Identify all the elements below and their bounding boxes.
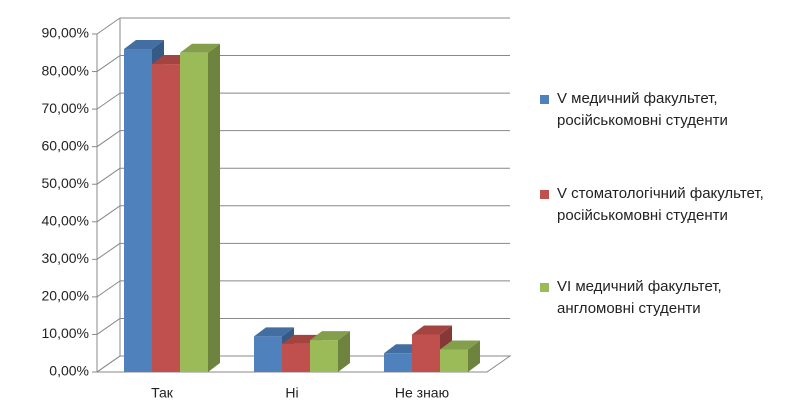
y-tick-label: 50,00%: [42, 175, 89, 191]
bar-top: [310, 331, 350, 341]
grid-line: [96, 167, 121, 185]
bar-side: [208, 43, 220, 373]
bar-front: [254, 336, 282, 372]
legend-item: VI медичний факультет, англомовні студен…: [540, 276, 785, 320]
y-tick-label: 0,00%: [49, 363, 89, 379]
bar-front: [412, 334, 440, 372]
bar-front: [282, 343, 310, 372]
bar-front: [384, 353, 412, 372]
bar: [440, 340, 480, 372]
grid-line: [96, 92, 121, 110]
grid-line: [96, 17, 121, 35]
legend-label: VI медичний факультет, англомовні студен…: [557, 278, 722, 317]
y-tick-label: 90,00%: [42, 25, 89, 41]
legend-item: V медичний факультет, російськомовні сту…: [540, 88, 785, 132]
x-tick-label: Так: [151, 385, 174, 401]
bar-top: [254, 327, 294, 337]
y-tick-label: 70,00%: [42, 100, 89, 116]
bar-front: [310, 340, 338, 372]
legend-swatch: [540, 95, 549, 104]
bar-front: [440, 349, 468, 372]
bar-top: [440, 340, 480, 350]
bar: [310, 331, 350, 372]
grid-line: [96, 130, 121, 148]
y-tick-label: 20,00%: [42, 288, 89, 304]
x-tick-label: Ні: [285, 385, 298, 401]
bar-top: [124, 40, 164, 50]
bar-front: [152, 64, 180, 373]
bar-side: [468, 340, 480, 372]
bar-front: [124, 49, 152, 373]
bar-top: [180, 43, 220, 53]
grid-line: [96, 205, 121, 223]
bar-side: [338, 331, 350, 372]
grid-line: [96, 242, 121, 260]
legend-label: V стоматологічний факультет, російськомо…: [557, 185, 764, 224]
legend-item: V стоматологічний факультет, російськомо…: [540, 183, 785, 227]
legend-swatch: [540, 283, 549, 292]
y-tick-label: 40,00%: [42, 212, 89, 228]
bar: [180, 43, 220, 373]
y-tick-label: 80,00%: [42, 62, 89, 78]
grid-line: [96, 318, 121, 335]
grid-line: [96, 355, 121, 373]
legend-swatch: [540, 190, 549, 199]
x-tick-label: Не знаю: [395, 385, 449, 401]
bar-front: [180, 52, 208, 373]
y-tick-label: 10,00%: [42, 325, 89, 341]
grid-line: [96, 55, 121, 72]
grid-line: [96, 280, 121, 298]
y-tick-label: 60,00%: [42, 137, 89, 153]
legend-label: V медичний факультет, російськомовні сту…: [557, 90, 728, 129]
bar-top: [412, 325, 452, 335]
y-tick-label: 30,00%: [42, 250, 89, 266]
